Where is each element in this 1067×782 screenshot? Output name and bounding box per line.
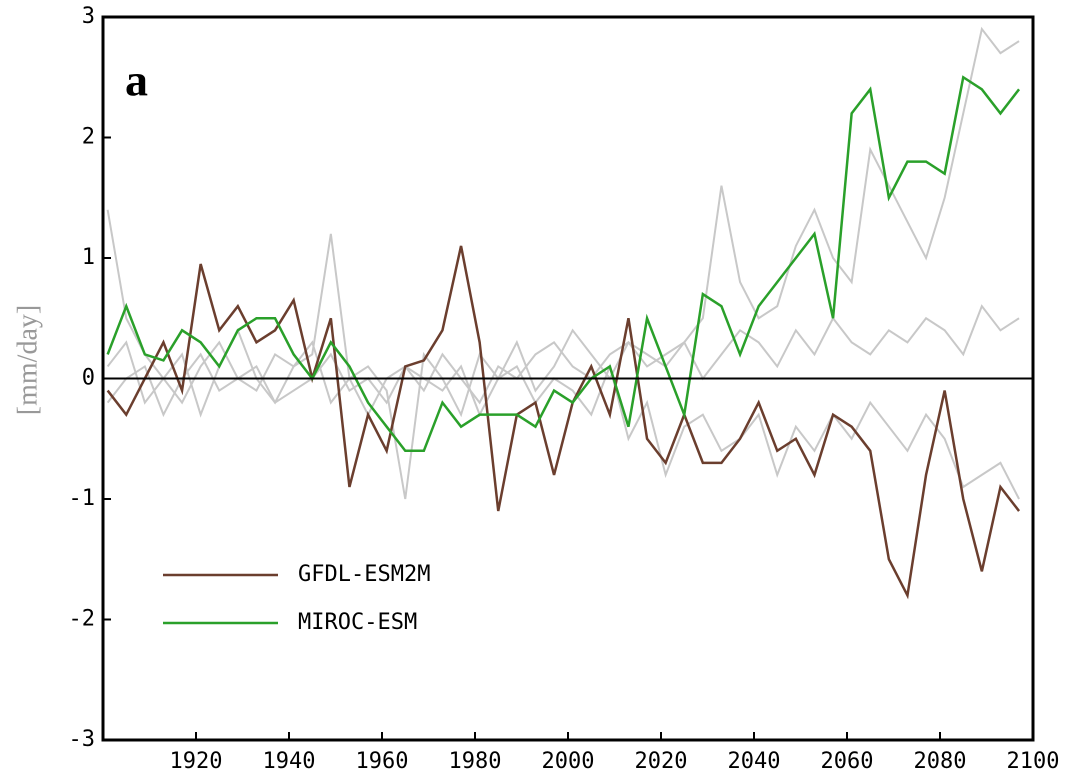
x-tick-label: 2040 [728, 749, 781, 774]
x-tick-label: 2080 [914, 749, 967, 774]
legend-label: GFDL-ESM2M [298, 562, 430, 587]
x-tick-label: 1980 [449, 749, 502, 774]
x-tick-label: 1920 [170, 749, 223, 774]
y-tick-label: 0 [82, 366, 95, 391]
y-tick-label: -1 [69, 486, 96, 511]
x-tick-label: 1940 [263, 749, 316, 774]
x-tick-label: 2020 [635, 749, 688, 774]
x-tick-label: 2100 [1007, 749, 1060, 774]
y-tick-label: 3 [82, 4, 95, 29]
series-line [106, 245, 1021, 600]
y-tick-label: -3 [69, 727, 96, 752]
panel-label: a [125, 55, 148, 106]
x-tick-label: 2060 [821, 749, 874, 774]
y-tick-label: 1 [82, 245, 95, 270]
y-tick-label: -2 [69, 607, 96, 632]
ensemble-line [106, 352, 1020, 500]
x-tick-label: 1960 [356, 749, 409, 774]
y-tick-label: 2 [82, 125, 95, 150]
y-axis-label: [mm/day] [12, 305, 43, 415]
ensemble-line [106, 26, 1020, 417]
legend-label: MIROC-ESM [298, 610, 417, 635]
plot-frame [101, 15, 1035, 742]
x-tick-label: 2000 [542, 749, 595, 774]
ensemble-line [106, 304, 1020, 500]
series-line [106, 75, 1021, 453]
